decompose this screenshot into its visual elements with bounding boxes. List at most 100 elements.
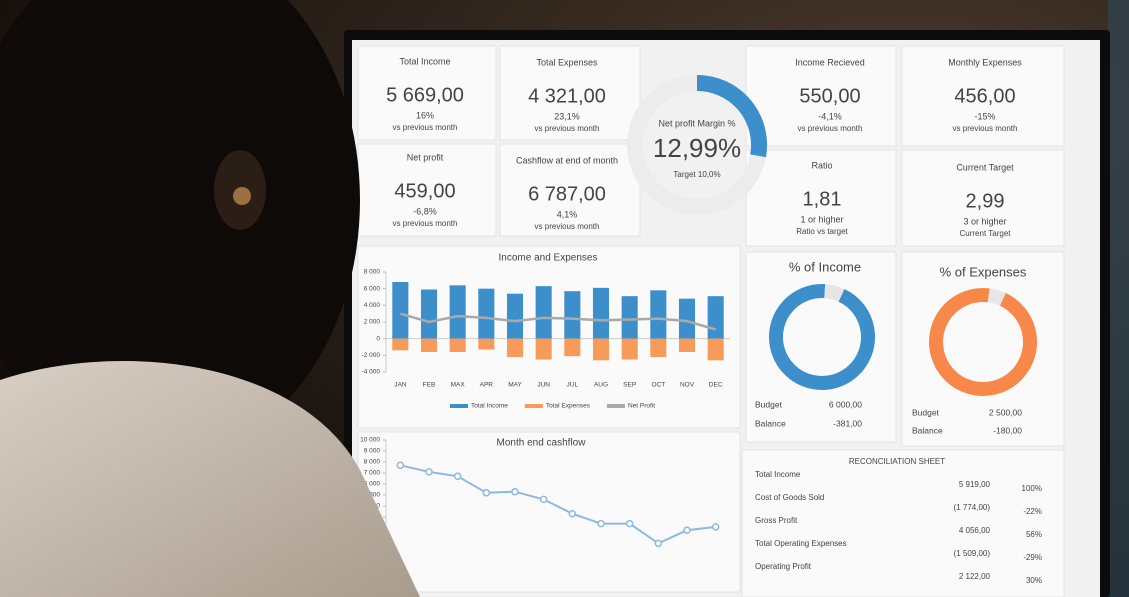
row-value: 5 919,00 — [959, 480, 991, 489]
point — [711, 523, 720, 531]
person-head — [0, 0, 360, 460]
footer-label: Budget — [755, 399, 783, 409]
kpi-title: Current Target — [956, 162, 1014, 172]
gauge-arc — [696, 75, 768, 158]
bar — [621, 296, 638, 339]
kpi-note: vs previous month — [393, 123, 458, 132]
kpi-change: -4,1% — [818, 111, 842, 121]
row-value: 2 122,00 — [959, 572, 991, 581]
y-tick-label: 6 000 — [364, 285, 381, 292]
point — [511, 487, 519, 496]
footer-label: Budget — [912, 407, 940, 417]
bar — [592, 287, 610, 339]
row-share: 100% — [1022, 484, 1042, 493]
bar — [650, 290, 667, 339]
y-tick-label: 5 000 — [364, 492, 381, 499]
kpi-value: 6 787,00 — [528, 183, 606, 205]
kpi-value: 4 321,00 — [528, 85, 606, 107]
legend-swatch — [450, 404, 468, 408]
panel — [745, 45, 897, 147]
y-tick-label: -2 000 — [362, 352, 381, 359]
y-tick-label: 2 000 — [364, 319, 381, 326]
y-tick-label: 8 000 — [364, 269, 381, 276]
bar — [420, 289, 438, 339]
kpi-note: vs previous month — [393, 219, 458, 228]
earring — [233, 187, 251, 205]
x-tick-label: MAY — [508, 382, 522, 389]
line-series — [399, 312, 717, 331]
footer-value: -180,00 — [993, 425, 1022, 435]
table-title: RECONCILIATION SHEET — [849, 457, 945, 466]
point — [683, 526, 691, 534]
x-tick-label: NOV — [680, 382, 695, 389]
row-value: (1 509,00) — [954, 549, 991, 558]
kpi-change: -15% — [974, 111, 995, 121]
footer-value: 2 500,00 — [989, 407, 1022, 417]
panel — [357, 143, 497, 237]
y-tick-label: 7 000 — [364, 470, 381, 477]
kpi-value: 459,00 — [394, 180, 455, 202]
bar — [449, 285, 466, 339]
kpi-value: 1,81 — [803, 188, 842, 210]
panels — [357, 45, 1065, 597]
y-tick-label: 0 — [376, 335, 380, 342]
bar — [650, 338, 667, 357]
bar — [678, 338, 696, 352]
x-tick-label: MAX — [451, 382, 466, 389]
panel — [745, 149, 897, 247]
kpi-title: Income Recieved — [795, 57, 865, 67]
x-tick-label: DEC — [709, 382, 723, 389]
legend-label: Total Income — [471, 403, 508, 410]
y-tick-label: 9 000 — [364, 448, 381, 455]
chart-title: % of Expenses — [940, 264, 1027, 279]
kpi-note: vs previous month — [535, 222, 600, 231]
row-label: Cost of Goods Sold — [755, 493, 824, 502]
bar — [392, 282, 409, 339]
panel — [741, 449, 1065, 597]
bar — [420, 338, 438, 352]
kpi-change: 4,1% — [557, 209, 578, 219]
panel — [357, 431, 741, 593]
point — [568, 509, 577, 518]
legend-swatch — [524, 404, 543, 408]
footer-label: Balance — [912, 425, 943, 435]
x-tick-label: AUG — [594, 382, 608, 389]
footer-label: Balance — [755, 418, 786, 428]
y-tick-label: 10 000 — [360, 437, 380, 444]
kpi-value: 2,99 — [966, 190, 1005, 212]
kpi-note: vs previous month — [535, 124, 600, 133]
kpi-value: 456,00 — [954, 85, 1015, 107]
point — [425, 468, 433, 476]
kpi-title: Cashflow at end of month — [516, 155, 618, 165]
footer-value: 6 000,00 — [829, 399, 862, 409]
kpi-change: 1 or higher — [800, 214, 843, 224]
panel — [901, 149, 1065, 247]
backdrop-strip — [1108, 0, 1129, 597]
person-shoulder — [0, 360, 420, 597]
kpi-note: vs previous month — [953, 124, 1018, 133]
x-tick-label: OCT — [651, 382, 665, 389]
bar — [506, 293, 524, 339]
kpi-note: Ratio vs target — [796, 227, 848, 236]
x-tick-label: JUN — [537, 382, 550, 389]
point — [482, 489, 491, 497]
bar — [621, 338, 638, 360]
bar — [707, 338, 724, 361]
kpi-change: 16% — [416, 110, 434, 120]
point — [453, 472, 462, 481]
kpi-title: Monthly Expenses — [948, 57, 1022, 67]
bar — [535, 286, 552, 339]
panel — [901, 251, 1065, 447]
footer-value: -381,00 — [833, 418, 862, 428]
row-share: 56% — [1026, 530, 1042, 539]
panel — [499, 143, 641, 237]
bar — [449, 338, 466, 352]
kpi-change: 3 or higher — [963, 216, 1006, 226]
bar — [707, 296, 724, 339]
legend-label: Net Profit — [628, 403, 655, 410]
gauge-target: Target 10,0% — [673, 170, 720, 179]
y-tick-label: 6 000 — [364, 481, 381, 488]
row-value: (1 774,00) — [954, 503, 991, 512]
row-value: 4 056,00 — [959, 526, 991, 535]
point — [625, 519, 634, 528]
